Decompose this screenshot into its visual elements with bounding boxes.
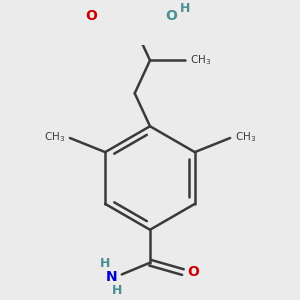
Text: CH$_3$: CH$_3$ (190, 53, 211, 67)
Text: CH$_3$: CH$_3$ (44, 130, 65, 144)
Text: N: N (105, 270, 117, 284)
Text: H: H (112, 284, 122, 297)
Text: O: O (165, 9, 177, 23)
Text: CH$_3$: CH$_3$ (235, 130, 256, 144)
Text: H: H (100, 257, 110, 270)
Text: O: O (85, 9, 97, 23)
Text: H: H (179, 2, 190, 15)
Text: O: O (188, 265, 200, 279)
